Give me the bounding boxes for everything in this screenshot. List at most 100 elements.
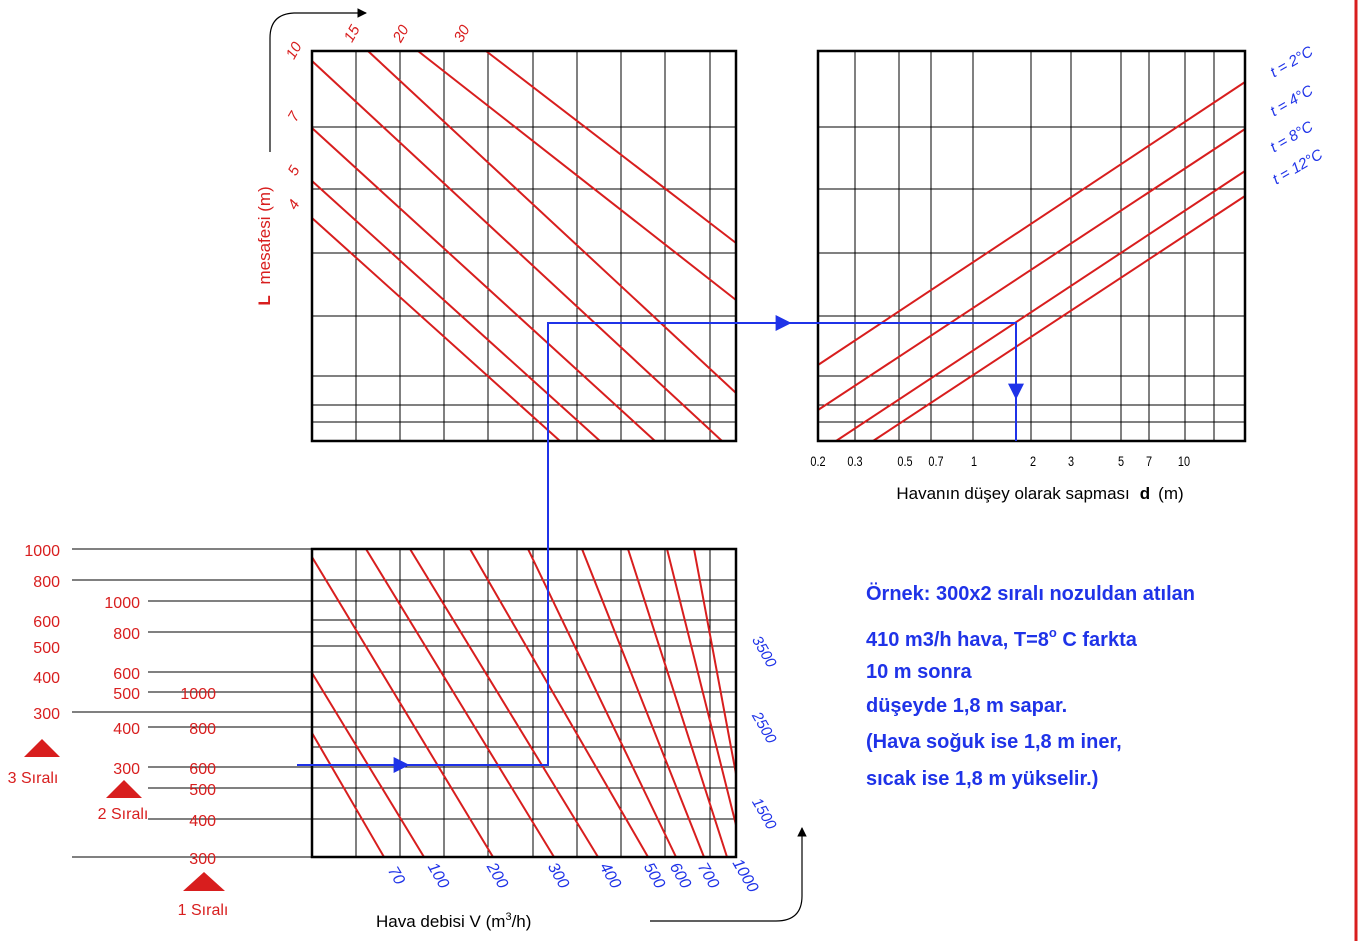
flow-curve [365,548,555,858]
y-axis-title: L mesafesi (m) [255,186,274,305]
distance-curve [485,50,737,244]
temperature-curve [817,81,1246,366]
deviation-tick-label: 0.2 [810,454,825,470]
row-label-1: 1 Sıralı [178,902,229,919]
flow-curve [409,548,599,858]
scale2-label: 800 [113,626,140,643]
flow-label: 400 [596,860,624,892]
right-flow-label: 1500 [748,795,780,833]
distance-curve [417,50,737,301]
bottom-panel [310,547,738,859]
x-axis-title-deviation: Havanın düşey olarak sapması d (m) [896,484,1183,503]
deviation-tick-label: 10 [1178,454,1190,470]
distance-curve [311,180,601,442]
top-left-label: 5 [285,162,304,178]
top-right-grid [818,51,1245,441]
flow-curve [469,548,649,858]
example-line: Örnek: 300x2 sıralı nozuldan atılan [866,582,1195,605]
deviation-tick-label: 2 [1030,454,1036,470]
flow-curve [311,556,494,858]
temperature-label: t = 4°C [1267,82,1316,120]
flow-label: 600 [666,860,694,892]
flow-label: 300 [544,860,572,892]
svg-text:L mesafesi (m): L mesafesi (m) [255,186,274,305]
scale1-label: 300 [189,851,216,868]
scale3-label: 500 [33,640,60,657]
top-right-frame [816,49,1247,443]
right-flow-label: 3500 [748,633,780,671]
scale3-label: 1000 [24,543,60,560]
scale2-label: 300 [113,761,140,778]
scale2-label: 500 [113,686,140,703]
bottom-frame [310,547,738,859]
flow-curve [581,548,705,858]
deviation-tick-label: 3 [1068,454,1074,470]
top-left-label: 7 [285,108,304,124]
triangle-icon [106,780,142,798]
top-left-curves [311,50,737,442]
scale1-label: 600 [189,761,216,778]
example-path [297,315,1024,773]
example-line: 410 m3/h hava, T=8o C farkta [866,625,1138,651]
deviation-tick-label: 0.7 [928,454,943,470]
flow-label: 700 [694,860,722,892]
bottom-corner-arrow [650,827,807,922]
top-left-frame [310,49,738,443]
top-right-panel [816,49,1247,443]
flow-curve [311,732,385,858]
right-flow-labels: 3500 2500 1500 [748,633,780,833]
distance-curve [311,60,723,442]
top-right-curves [817,81,1246,442]
flow-curve [666,548,737,826]
flow-curve [627,548,728,858]
row-3-marker: 3 Sıralı [8,739,60,787]
distance-curve [311,127,656,442]
top-left-top-labels: 15 20 30 [341,22,474,46]
flow-label: 70 [384,864,408,888]
example-line: düşeyde 1,8 m sapar. [866,695,1067,717]
scale1-label: 1000 [180,686,216,703]
scale1-label: 800 [189,721,216,738]
example-line: (Hava soğuk ise 1,8 m iner, [866,731,1122,753]
deviation-tick-label: 1 [971,454,977,470]
example-line: 10 m sonra [866,661,972,683]
distance-curve [367,50,737,394]
example-line: sıcak ise 1,8 m yükselir.) [866,768,1098,790]
row-2-marker: 2 Sıralı [98,780,148,823]
temperature-labels: t = 2°C t = 4°C t = 8°C t = 12°C [1267,43,1325,188]
flow-curve [693,548,737,775]
scale3-label: 800 [33,574,60,591]
flow-label: 200 [482,859,511,892]
scale3-label: 600 [33,614,60,631]
top-right-ticks: 0.2 0.3 0.5 0.7 1 2 3 5 7 10 [810,454,1190,470]
top-left-grid [312,51,736,441]
scale1-label: 400 [189,813,216,830]
top-left-label: 4 [285,197,304,213]
bottom-curves [311,548,737,858]
scale2-label: 400 [113,721,140,738]
right-flow-label: 2500 [748,708,780,747]
x-axis-title-flow: Hava debisi V (m3/h) [376,911,531,931]
top-left-label: 10 [283,39,306,63]
deviation-tick-label: 5 [1118,454,1124,470]
scale2-label: 1000 [104,595,140,612]
nozzle-scale-lines [72,548,312,858]
flow-label: 500 [640,860,668,892]
flow-label: 100 [424,860,452,892]
top-left-panel [310,49,738,443]
flow-label: 1000 [729,856,762,895]
triangle-icon [24,739,60,757]
scale2-label: 600 [113,666,140,683]
deviation-tick-label: 7 [1146,454,1152,470]
temperature-curve [817,128,1246,411]
row-1-marker: 1 Sıralı [178,872,229,919]
distance-curve [311,217,561,442]
temperature-curve [835,170,1246,442]
bottom-grid [312,549,736,857]
scale3-label: 300 [33,706,60,723]
nozzle-scale-labels: 1000 800 600 500 400 300 1000 800 600 500 400 300 10… [24,543,216,868]
top-left-left-labels: 10 7 5 4 [283,39,306,213]
y-axis-title-rest: mesafesi (m) [255,186,274,284]
